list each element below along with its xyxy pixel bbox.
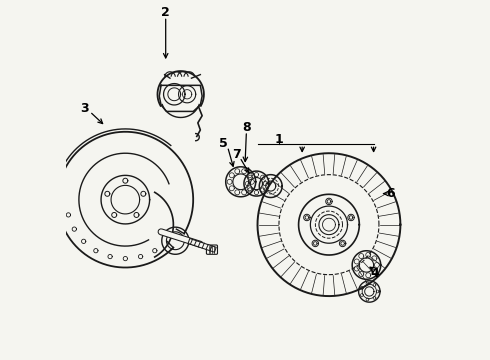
Text: 1: 1 [274,133,283,146]
Text: 5: 5 [219,137,228,150]
Text: 2: 2 [161,6,170,19]
FancyBboxPatch shape [206,245,218,254]
Text: 4: 4 [370,267,379,280]
Text: 6: 6 [387,187,395,200]
Text: 7: 7 [232,148,241,161]
Text: 3: 3 [81,102,89,115]
Text: 8: 8 [242,121,251,134]
